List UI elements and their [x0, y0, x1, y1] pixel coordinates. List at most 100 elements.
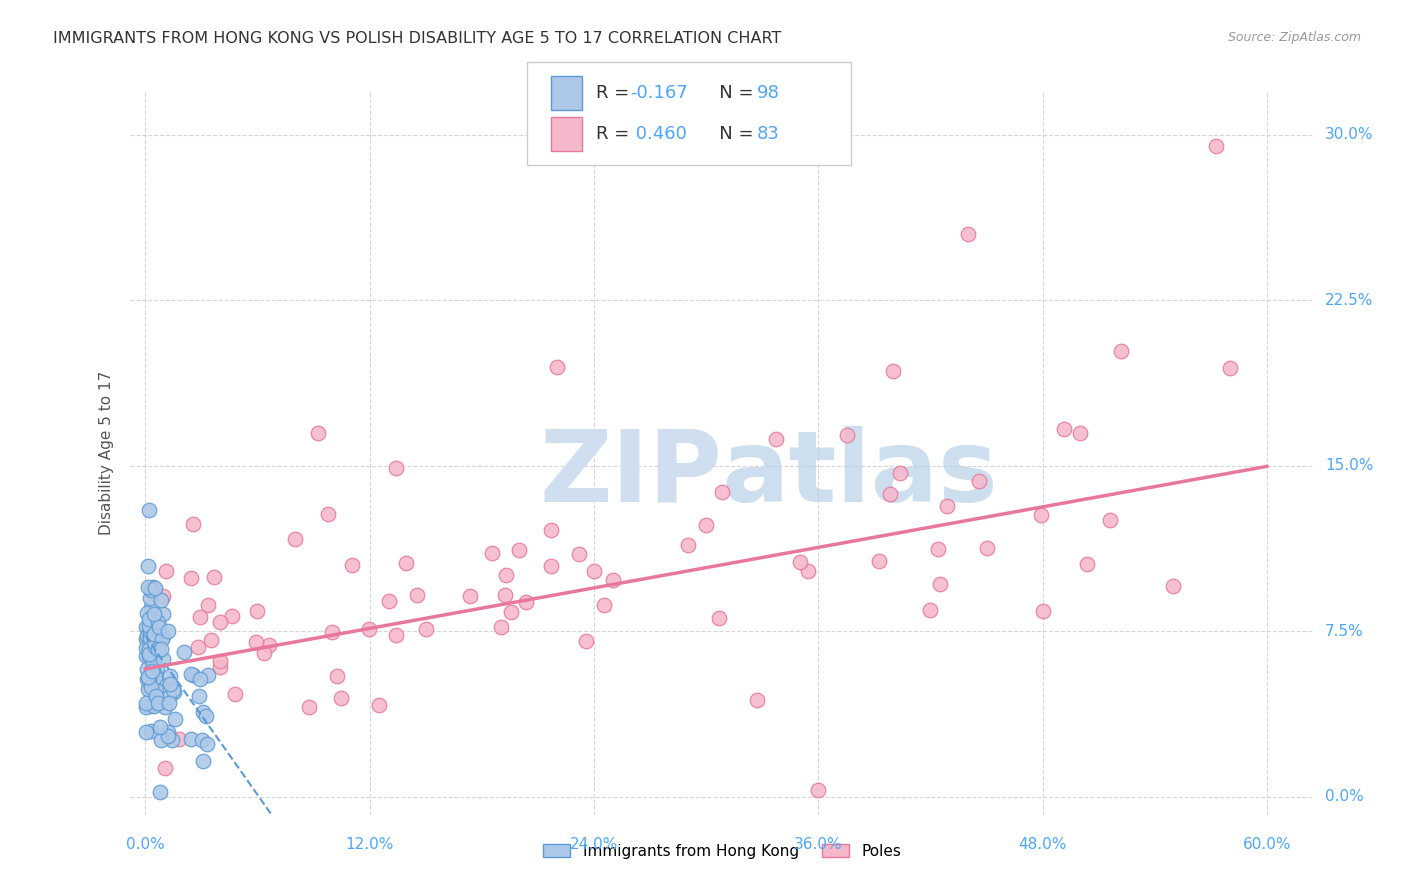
Point [139, 600, 162, 615]
Point [150, 593, 173, 607]
Point [136, 662, 159, 676]
Point [143, 640, 166, 655]
Point [197, 598, 219, 612]
Point [136, 669, 159, 683]
Point [155, 699, 177, 714]
Point [1205, 139, 1227, 153]
Point [195, 737, 218, 751]
Point [135, 724, 157, 739]
Point [481, 545, 503, 559]
Point [1163, 579, 1185, 593]
Point [138, 648, 160, 663]
Point [711, 484, 734, 499]
Point [385, 627, 408, 641]
Point [415, 622, 437, 636]
Point [180, 731, 202, 746]
Point [141, 674, 163, 689]
Point [458, 590, 481, 604]
Point [187, 640, 209, 654]
Point [197, 668, 219, 682]
Point [139, 644, 162, 658]
Point [927, 541, 949, 556]
Point [136, 559, 159, 574]
Point [326, 669, 349, 683]
Point [148, 676, 170, 690]
Point [143, 679, 166, 693]
Point [139, 624, 162, 639]
Point [582, 564, 605, 578]
Point [141, 664, 163, 678]
Point [188, 672, 211, 686]
Point [149, 720, 172, 734]
Point [143, 635, 166, 649]
Point [935, 499, 957, 513]
Point [135, 673, 157, 687]
Text: ZIP: ZIP [538, 425, 723, 523]
Point [568, 548, 591, 562]
Point [889, 466, 911, 480]
Point [191, 754, 214, 768]
Text: Source: ZipAtlas.com: Source: ZipAtlas.com [1227, 31, 1361, 45]
Point [139, 639, 162, 653]
Point [193, 705, 215, 719]
Text: 36.0%: 36.0% [794, 837, 842, 852]
Point [141, 668, 163, 682]
Point [142, 697, 165, 711]
Point [592, 598, 614, 612]
Point [200, 633, 222, 648]
Point [1029, 508, 1052, 522]
Point [882, 364, 904, 378]
Text: 83: 83 [756, 126, 779, 144]
Point [146, 641, 169, 656]
Point [188, 609, 211, 624]
Point [340, 558, 363, 573]
Point [1218, 360, 1240, 375]
Point [138, 698, 160, 713]
Point [191, 732, 214, 747]
Point [141, 637, 163, 651]
Point [152, 652, 174, 666]
Text: 98: 98 [756, 84, 779, 102]
Point [155, 564, 177, 578]
Point [145, 690, 167, 704]
Point [142, 627, 165, 641]
Point [508, 542, 530, 557]
Point [187, 689, 209, 703]
Point [406, 588, 429, 602]
Point [145, 674, 167, 689]
Point [209, 615, 232, 629]
Point [135, 632, 157, 646]
Text: -0.167: -0.167 [630, 84, 688, 102]
Point [138, 642, 160, 657]
Point [1076, 557, 1098, 571]
Point [967, 474, 990, 488]
Point [807, 783, 830, 797]
Point [150, 733, 173, 747]
Point [142, 580, 165, 594]
Point [139, 669, 162, 683]
Point [159, 677, 181, 691]
Point [146, 696, 169, 710]
Point [156, 729, 179, 743]
Point [602, 574, 624, 588]
Point [153, 761, 176, 775]
Point [180, 571, 202, 585]
Point [138, 647, 160, 661]
Point [145, 670, 167, 684]
Point [138, 644, 160, 658]
Point [139, 632, 162, 646]
Point [180, 667, 202, 681]
Point [707, 611, 730, 625]
Text: N =: N = [702, 126, 759, 144]
Text: 24.0%: 24.0% [569, 837, 619, 852]
Point [385, 460, 408, 475]
Point [143, 607, 166, 621]
Point [136, 682, 159, 697]
Y-axis label: Disability Age 5 to 17: Disability Age 5 to 17 [100, 370, 114, 535]
Point [142, 665, 165, 680]
Point [149, 642, 172, 657]
Text: 60.0%: 60.0% [1243, 837, 1291, 852]
Point [152, 629, 174, 643]
Point [138, 503, 160, 517]
Point [145, 682, 167, 697]
